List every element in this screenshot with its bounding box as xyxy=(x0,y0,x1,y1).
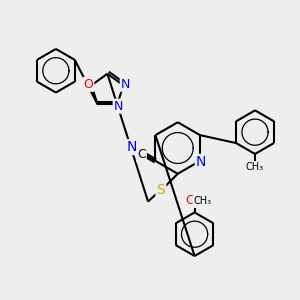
Text: O: O xyxy=(83,78,93,91)
Text: S: S xyxy=(157,183,165,196)
Text: C: C xyxy=(137,148,146,161)
Text: N: N xyxy=(114,100,123,113)
Text: CH₃: CH₃ xyxy=(194,196,211,206)
Text: O: O xyxy=(186,194,196,207)
Text: N: N xyxy=(196,155,206,169)
Text: CH₃: CH₃ xyxy=(246,162,264,172)
Text: N: N xyxy=(126,140,137,154)
Text: N: N xyxy=(121,78,130,91)
